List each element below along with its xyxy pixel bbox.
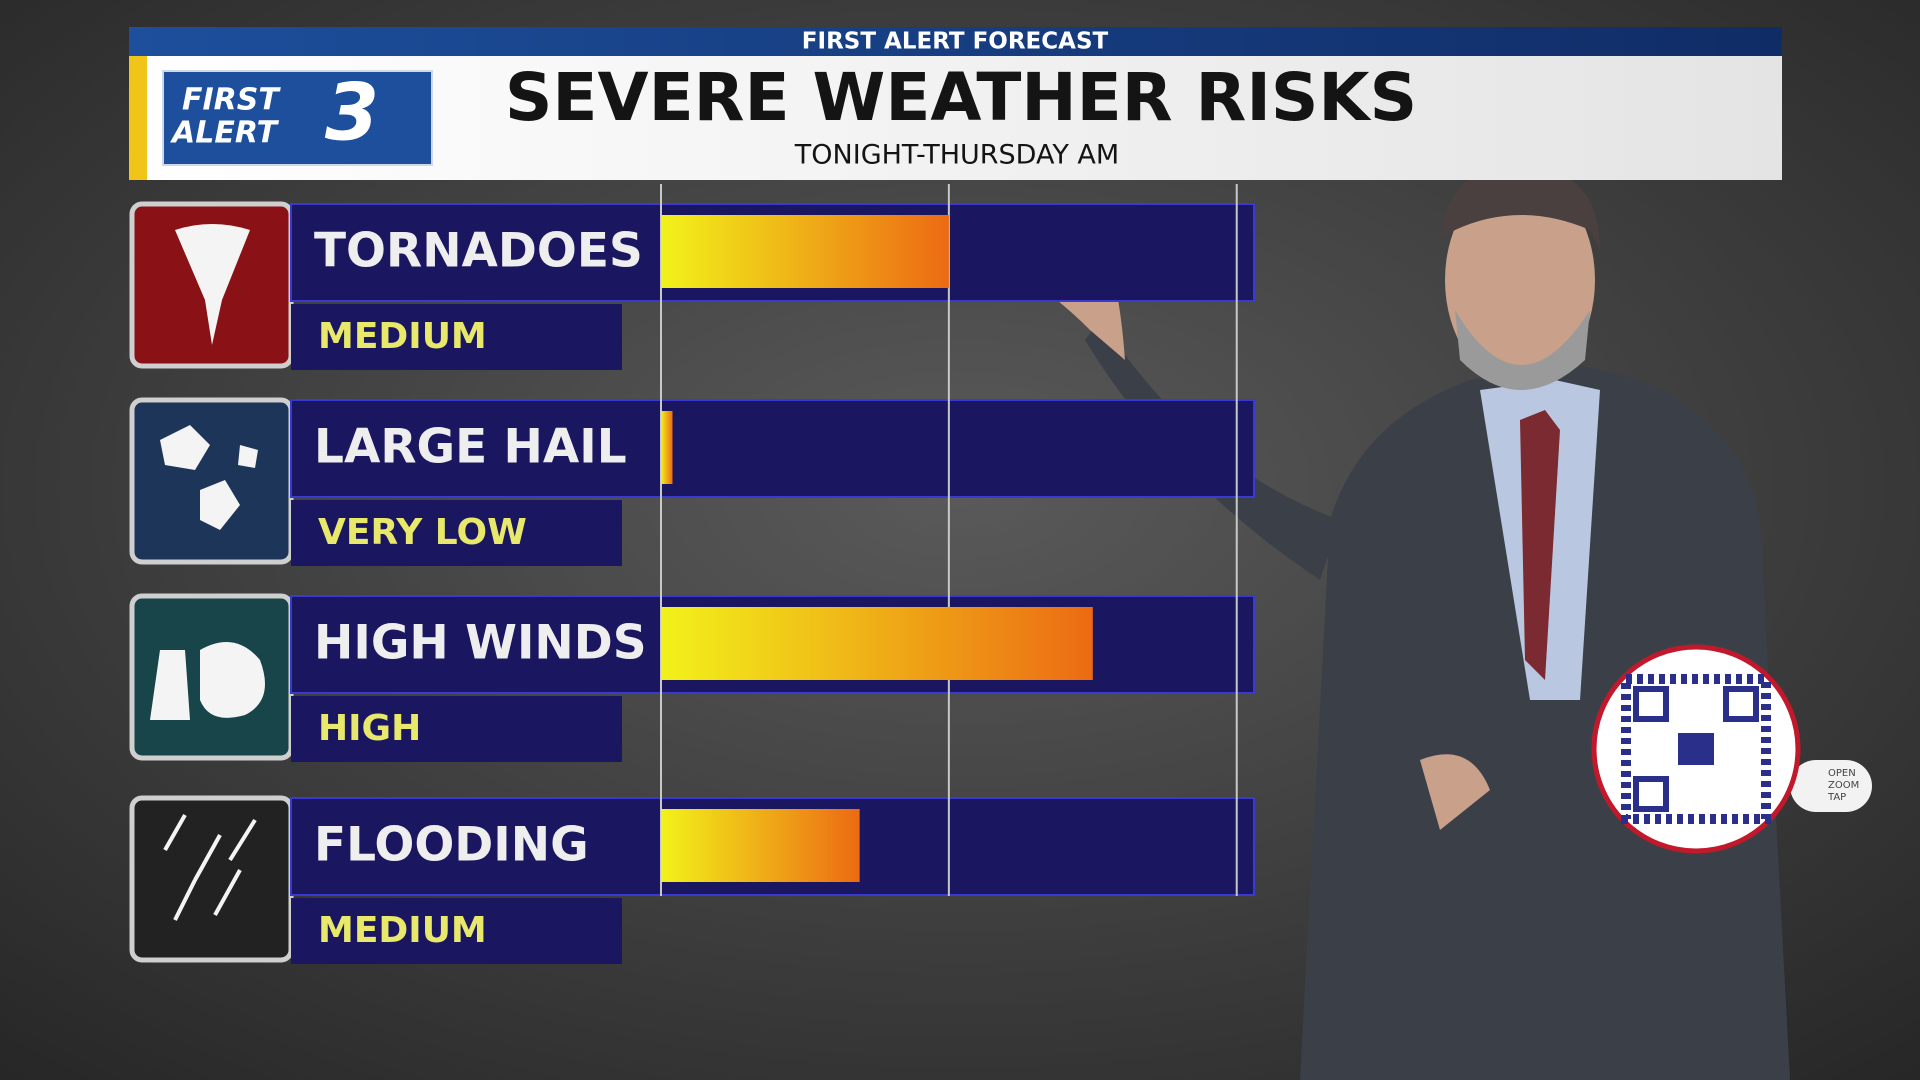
category-label: TORNADOES	[314, 224, 643, 279]
icon-glyph	[150, 642, 265, 720]
level-box	[291, 304, 622, 370]
logo-text: FIRST	[182, 83, 281, 118]
qr-prompt: OPEN	[1828, 768, 1856, 779]
icon-glyph	[163, 814, 257, 921]
logo-box	[162, 70, 433, 166]
qr-prompt: ZOOM	[1828, 780, 1859, 791]
icon-glyph	[160, 425, 258, 530]
subtitle: TONIGHT-THURSDAY AM	[794, 140, 1119, 171]
logo-text: ALERT	[170, 116, 280, 151]
icon-glyph	[175, 224, 250, 345]
logo-number: 3	[325, 68, 379, 158]
presenter	[990, 164, 1790, 1080]
category-label: LARGE HAIL	[314, 420, 627, 475]
icon-tile	[129, 795, 294, 963]
header: FIRST ALERT FORECAST	[802, 29, 1109, 55]
level-label: VERY LOW	[318, 512, 527, 553]
header-bar	[129, 27, 1782, 56]
bar	[661, 215, 949, 288]
qr-badge	[1591, 644, 1872, 854]
level-box	[291, 696, 622, 762]
name-bar	[290, 399, 1255, 498]
accent-stripe	[129, 56, 147, 180]
title: SEVERE WEATHER RISKS	[505, 59, 1417, 136]
bar	[661, 607, 1093, 680]
bar	[661, 411, 673, 484]
bar	[661, 809, 860, 882]
level-label: MEDIUM	[318, 316, 487, 357]
level-label: MEDIUM	[318, 910, 487, 951]
category-label: HIGH WINDS	[314, 616, 647, 671]
risk-chart: TORNADOES MEDIUM LARGE HAIL VERY LOW HIGH WI…	[129, 184, 1255, 964]
icon-tile	[129, 397, 294, 565]
level-box	[291, 898, 622, 964]
level-box	[291, 500, 622, 566]
category-label: FLOODING	[314, 818, 589, 873]
level-label: HIGH	[318, 708, 421, 749]
qr-prompt: TAP	[1827, 792, 1846, 803]
